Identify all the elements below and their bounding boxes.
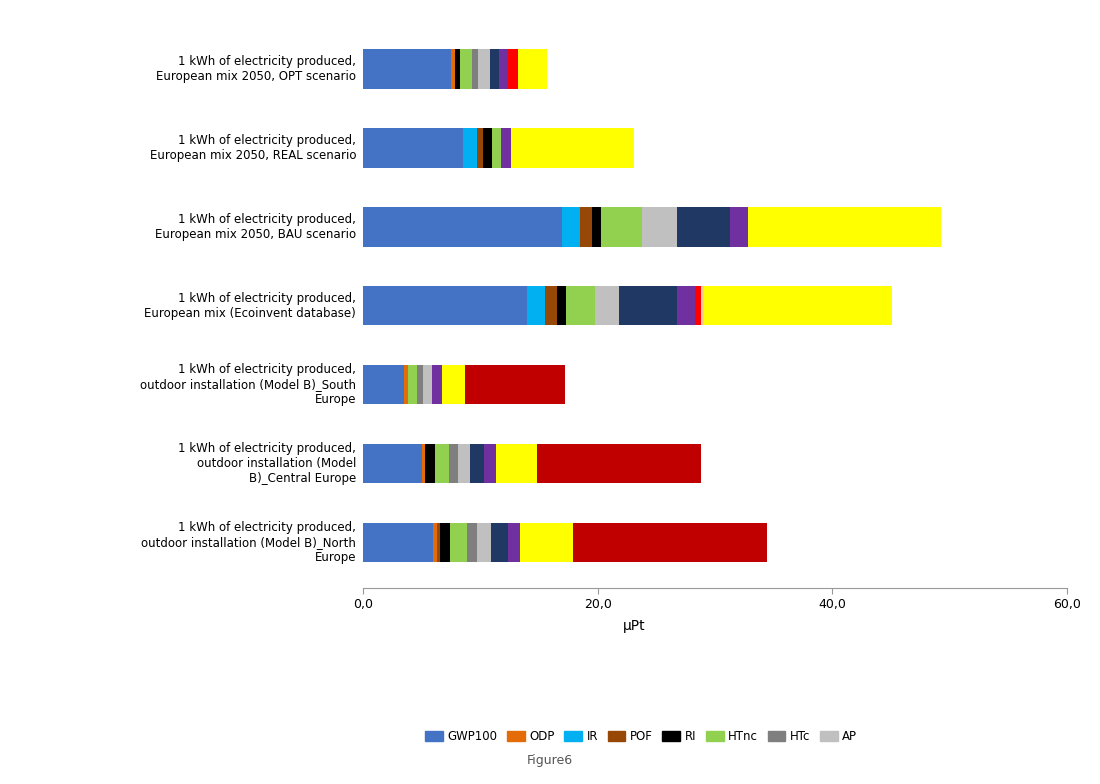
Bar [730, 207, 748, 246]
Bar [619, 286, 678, 325]
Bar [478, 49, 490, 89]
Bar [363, 207, 562, 246]
Bar [450, 523, 468, 562]
Bar [440, 523, 450, 562]
Bar [421, 444, 426, 484]
Bar [434, 444, 449, 484]
Bar [490, 49, 499, 89]
Bar [363, 286, 527, 325]
Bar [678, 207, 730, 246]
Bar [595, 286, 619, 325]
Bar [363, 365, 404, 405]
Bar [508, 49, 518, 89]
Bar [566, 286, 595, 325]
Bar [592, 207, 602, 246]
Bar [704, 286, 892, 325]
Bar [748, 207, 942, 246]
Bar [484, 444, 496, 484]
Bar [449, 444, 458, 484]
Bar [458, 444, 470, 484]
Bar [404, 365, 408, 405]
Bar [537, 444, 701, 484]
Bar [432, 365, 441, 405]
Bar [441, 365, 465, 405]
Bar [492, 128, 502, 168]
Bar [422, 365, 432, 405]
Bar [499, 49, 508, 89]
Bar [408, 365, 417, 405]
Bar [510, 128, 634, 168]
Bar [642, 207, 678, 246]
Bar [437, 523, 440, 562]
Bar [701, 286, 704, 325]
Bar [476, 523, 491, 562]
Bar [602, 207, 642, 246]
Bar [496, 444, 537, 484]
Bar [476, 128, 483, 168]
X-axis label: μPt: μPt [623, 619, 646, 633]
Bar [363, 49, 451, 89]
Bar [363, 444, 421, 484]
Bar [562, 207, 580, 246]
Text: Figure6: Figure6 [527, 754, 573, 768]
Bar [678, 286, 695, 325]
Bar [417, 365, 422, 405]
Bar [461, 49, 472, 89]
Bar [454, 49, 461, 89]
Bar [508, 523, 520, 562]
Bar [470, 444, 484, 484]
Bar [451, 49, 454, 89]
Bar [695, 286, 701, 325]
Bar [557, 286, 566, 325]
Bar [426, 444, 434, 484]
Bar [520, 523, 573, 562]
Bar [433, 523, 437, 562]
Bar [472, 49, 478, 89]
Bar [573, 523, 767, 562]
Bar [518, 49, 547, 89]
Bar [491, 523, 508, 562]
Bar [468, 523, 476, 562]
Bar [502, 128, 510, 168]
Bar [463, 128, 476, 168]
Bar [363, 523, 433, 562]
Bar [465, 365, 564, 405]
Bar [483, 128, 492, 168]
Bar [363, 128, 463, 168]
Bar [580, 207, 592, 246]
Bar [544, 286, 557, 325]
Bar [527, 286, 544, 325]
